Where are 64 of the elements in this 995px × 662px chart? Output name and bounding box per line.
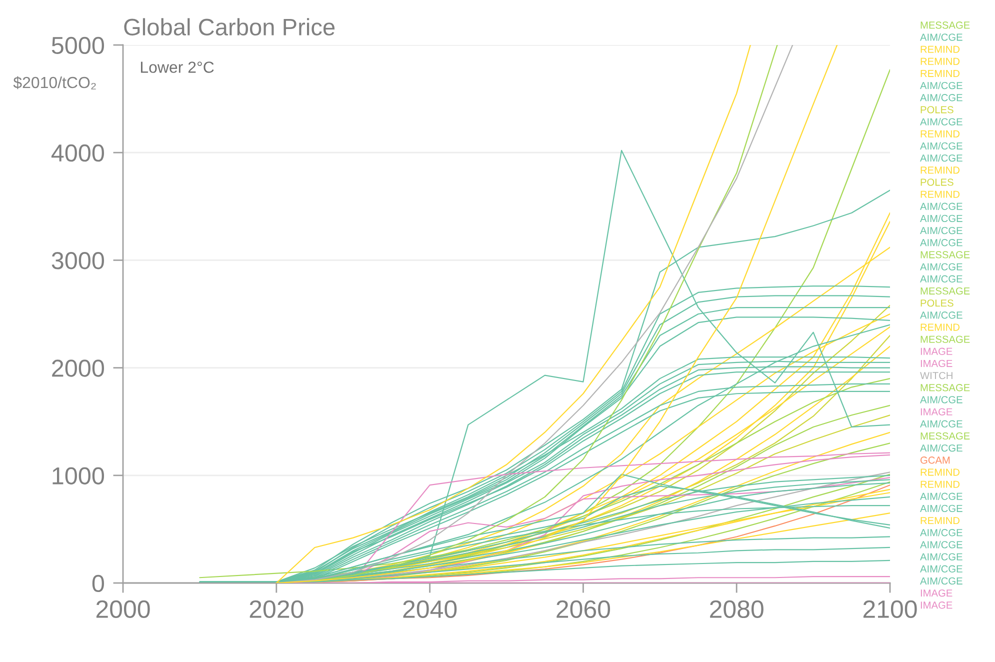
text: AIM/CGE bbox=[920, 202, 962, 210]
text: REMIND bbox=[920, 58, 960, 65]
y-tick-label: 4000 bbox=[51, 144, 104, 162]
text: AIM/CGE bbox=[920, 420, 962, 428]
text: AIM/CGE bbox=[920, 577, 962, 585]
text: REMIND bbox=[920, 324, 960, 331]
text: AIM/CGE bbox=[920, 492, 962, 500]
text: AIM/CGE bbox=[920, 275, 962, 282]
text: AIM/CGE bbox=[920, 565, 962, 572]
text: IMAGE bbox=[920, 408, 952, 416]
text: AIM/CGE bbox=[920, 142, 962, 150]
text: POLES bbox=[920, 299, 954, 307]
text: REMIND bbox=[920, 480, 960, 488]
text: AIM/CGE bbox=[920, 444, 962, 452]
text: GCAM bbox=[920, 456, 950, 464]
x-tick-label: 2000 bbox=[96, 600, 150, 618]
text: MESSAGE bbox=[920, 251, 970, 258]
text: IMAGE bbox=[920, 602, 952, 609]
y-tick-label: 2000 bbox=[52, 360, 104, 377]
text: AIM/CGE bbox=[920, 238, 962, 246]
text: IMAGE bbox=[920, 360, 952, 368]
text: MESSAGE bbox=[920, 336, 970, 343]
x-tick-label: 2060 bbox=[556, 600, 610, 618]
chart-title: Global Carbon Price bbox=[124, 18, 335, 36]
y-tick-label: 3000 bbox=[52, 252, 104, 270]
y-tick-label: 5000 bbox=[52, 36, 104, 54]
text: AIM/CGE bbox=[920, 552, 962, 560]
text: AIM/CGE bbox=[920, 226, 962, 234]
text: AIM/CGE bbox=[920, 214, 962, 222]
x-tick-label: 2020 bbox=[250, 600, 304, 618]
text: REMIND bbox=[920, 70, 960, 77]
x-tick-label: 2080 bbox=[710, 600, 764, 618]
text: POLES bbox=[920, 106, 954, 114]
text: MESSAGE bbox=[920, 432, 970, 440]
text: AIM/CGE bbox=[920, 311, 962, 319]
text: AIM/CGE bbox=[920, 94, 962, 102]
text: AIM/CGE bbox=[920, 540, 962, 548]
text: REMIND bbox=[920, 190, 960, 198]
text: AIM/CGE bbox=[920, 396, 962, 404]
annotation: Lower 2°C bbox=[140, 62, 214, 73]
text: AIM/CGE bbox=[920, 154, 962, 162]
y-axis-title: $2010/tCO₂ bbox=[13, 76, 96, 90]
y-tick-label: 1000 bbox=[52, 467, 104, 484]
text: POLES bbox=[920, 178, 954, 186]
text: AIM/CGE bbox=[920, 504, 962, 512]
text: MESSAGE bbox=[920, 287, 970, 295]
text: REMIND bbox=[920, 46, 960, 53]
x-tick-label: 2040 bbox=[403, 600, 457, 618]
x-tick-label: 2100 bbox=[863, 600, 917, 618]
text: MESSAGE bbox=[920, 384, 970, 392]
text: IMAGE bbox=[920, 348, 952, 355]
text: REMIND bbox=[920, 517, 960, 524]
text: AIM/CGE bbox=[920, 528, 962, 536]
text: REMIND bbox=[920, 130, 960, 138]
y-tick-label: 0 bbox=[92, 574, 104, 592]
text: AIM/CGE bbox=[920, 262, 962, 270]
text: AIM/CGE bbox=[920, 33, 962, 41]
text: AIM/CGE bbox=[920, 118, 962, 126]
text: AIM/CGE bbox=[920, 82, 962, 90]
text: REMIND bbox=[920, 468, 960, 476]
text: REMIND bbox=[920, 166, 960, 174]
text: MESSAGE bbox=[920, 22, 970, 29]
text: IMAGE bbox=[920, 589, 952, 597]
text: WITCH bbox=[920, 372, 952, 380]
